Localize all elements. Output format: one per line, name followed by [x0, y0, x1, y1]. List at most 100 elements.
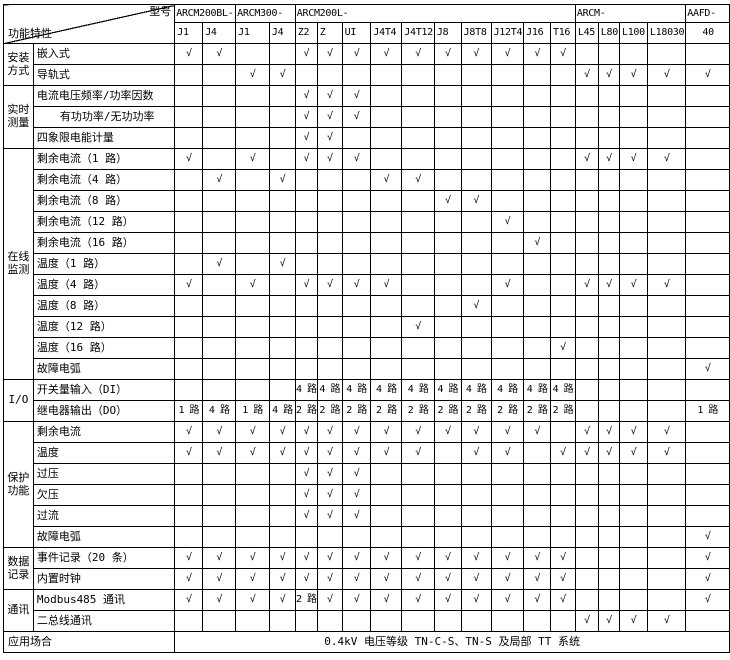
table-body: 安装 方式 嵌入式 √ √ √ √ √ √ √ √ √ √ √ √ 导轨式 √ √ √ √ √ √ √ 实时 测量 电流电压频率/…: [3, 43, 730, 632]
value-cell: √: [341, 484, 372, 506]
empty-cell: [490, 337, 525, 359]
value-cell: 2 路: [341, 400, 372, 422]
empty-cell: [370, 106, 403, 128]
empty-cell: [460, 148, 492, 170]
empty-cell: [597, 316, 620, 338]
value-cell: √: [597, 421, 620, 443]
empty-cell: [202, 526, 237, 548]
model-column-header: T16: [549, 22, 576, 44]
empty-cell: [294, 337, 318, 359]
empty-cell: [433, 610, 462, 632]
value-cell: √: [316, 421, 343, 443]
empty-cell: [316, 337, 343, 359]
empty-cell: [574, 169, 599, 191]
empty-cell: [460, 526, 492, 548]
empty-cell: [174, 526, 204, 548]
empty-cell: [618, 358, 648, 380]
empty-cell: [549, 610, 576, 632]
empty-cell: [685, 148, 730, 170]
table-row: 保护 功能 剩余电流 √ √ √ √ √ √ √ √ √ √ √ √ √ √ √ √ √: [3, 421, 730, 548]
empty-cell: [370, 190, 403, 212]
empty-cell: [341, 127, 372, 149]
value-cell: √: [316, 442, 343, 464]
empty-cell: [574, 316, 599, 338]
value-cell: 2 路: [460, 400, 492, 422]
value-cell: √: [433, 589, 462, 611]
empty-cell: [523, 127, 551, 149]
value-cell: 1 路: [235, 400, 270, 422]
feature-label: 剩余电流（12 路）: [32, 211, 176, 233]
value-cell: √: [316, 43, 343, 65]
empty-cell: [460, 484, 492, 506]
value-cell: √: [574, 148, 599, 170]
empty-cell: [523, 316, 551, 338]
empty-cell: [401, 253, 435, 275]
value-cell: √: [646, 421, 687, 443]
empty-cell: [523, 358, 551, 380]
empty-cell: [235, 106, 270, 128]
empty-cell: [235, 610, 270, 632]
empty-cell: [646, 337, 687, 359]
value-cell: √: [433, 43, 462, 65]
value-cell: √: [460, 568, 492, 590]
value-cell: √: [294, 442, 318, 464]
empty-cell: [618, 295, 648, 317]
value-cell: √: [401, 442, 435, 464]
feature-label: 导轨式: [32, 64, 176, 86]
empty-cell: [574, 463, 599, 485]
empty-cell: [370, 211, 403, 233]
value-cell: √: [685, 547, 730, 569]
empty-cell: [618, 379, 648, 401]
value-cell: √: [341, 505, 372, 527]
empty-cell: [685, 211, 730, 233]
empty-cell: [523, 148, 551, 170]
empty-cell: [370, 127, 403, 149]
value-cell: 4 路: [316, 379, 343, 401]
feature-label: 剩余电流（16 路）: [32, 232, 176, 254]
value-cell: √: [268, 421, 296, 443]
empty-cell: [401, 337, 435, 359]
empty-cell: [268, 295, 296, 317]
empty-cell: [597, 484, 620, 506]
empty-cell: [460, 505, 492, 527]
value-cell: √: [316, 589, 343, 611]
empty-cell: [597, 547, 620, 569]
empty-cell: [549, 85, 576, 107]
empty-cell: [341, 211, 372, 233]
empty-cell: [685, 43, 730, 65]
empty-cell: [174, 127, 204, 149]
feature-label: 温度（8 路）: [32, 295, 176, 317]
empty-cell: [316, 211, 343, 233]
table-header: 型号 功能特性 ARCM200BL- ARCM300- ARCM200L- ARCM-…: [2, 4, 730, 44]
empty-cell: [618, 253, 648, 275]
row-group-label: 安装 方式: [3, 43, 34, 86]
empty-cell: [460, 106, 492, 128]
table-row: 欠压 √ √ √: [4, 484, 730, 506]
empty-cell: [433, 526, 462, 548]
value-cell: √: [341, 547, 372, 569]
empty-cell: [490, 64, 525, 86]
value-cell: √: [294, 421, 318, 443]
empty-cell: [370, 253, 403, 275]
feature-label: 温度（12 路）: [32, 316, 176, 338]
value-cell: √: [341, 463, 372, 485]
value-cell: √: [268, 253, 296, 275]
value-cell: √: [268, 442, 296, 464]
value-cell: √: [685, 526, 730, 548]
diagonal-header-cell: 型号 功能特性: [2, 4, 176, 44]
empty-cell: [597, 169, 620, 191]
value-cell: √: [294, 568, 318, 590]
value-cell: √: [574, 442, 599, 464]
table-row: 温度（12 路） √: [4, 316, 730, 338]
model-column-header: J16: [523, 22, 551, 44]
empty-cell: [433, 274, 462, 296]
empty-cell: [549, 106, 576, 128]
empty-cell: [646, 547, 687, 569]
empty-cell: [646, 211, 687, 233]
empty-cell: [235, 190, 270, 212]
empty-cell: [174, 64, 204, 86]
value-cell: √: [460, 295, 492, 317]
feature-label: 剩余电流: [32, 421, 176, 443]
table-row: 在线 监测 剩余电流（1 路） √ √ √ √ √ √ √ √ √: [3, 148, 730, 380]
